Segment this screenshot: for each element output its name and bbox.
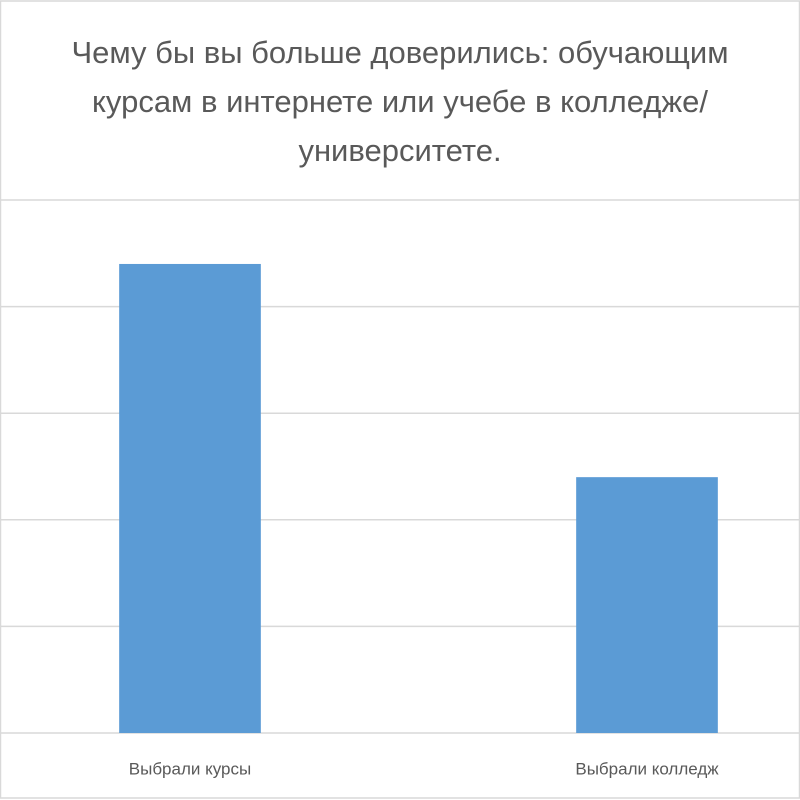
bar [576, 477, 718, 733]
x-tick-label: Выбрали колледж [575, 759, 719, 778]
chart-title: Чему бы вы больше доверились: обучающим … [71, 35, 729, 168]
x-tick-label: Выбрали курсы [129, 759, 251, 778]
bar [119, 263, 261, 733]
